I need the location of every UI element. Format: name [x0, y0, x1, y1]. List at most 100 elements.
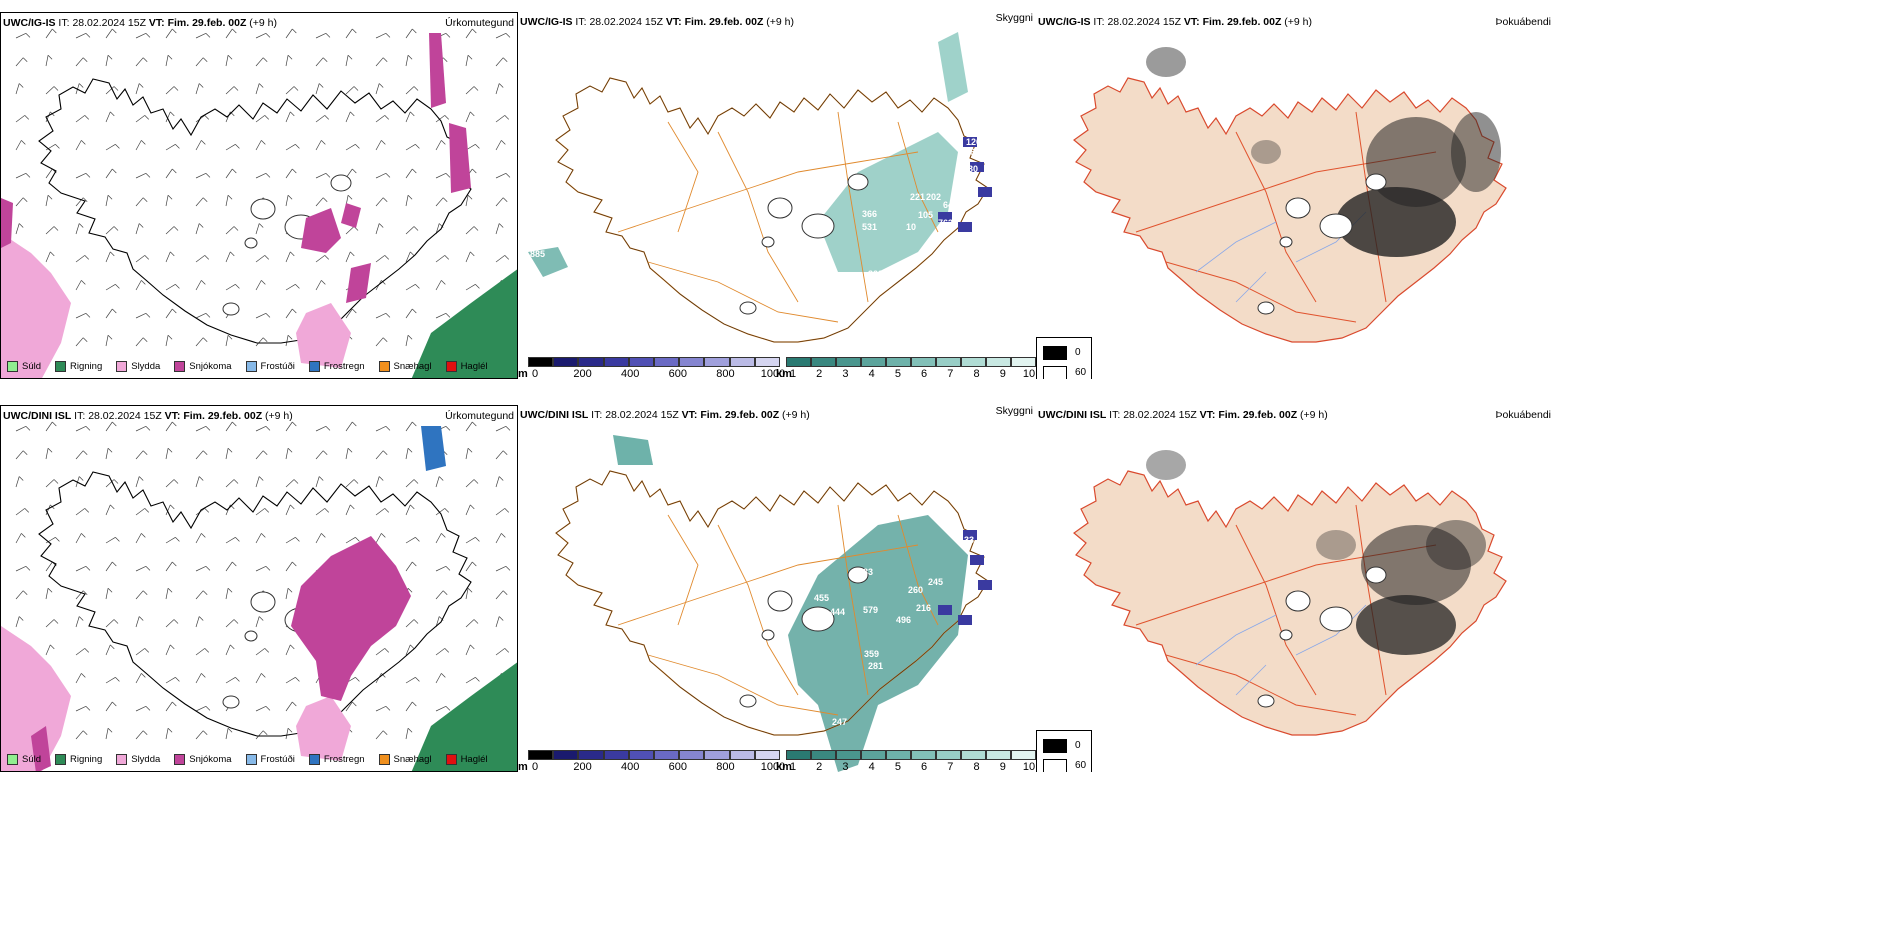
wind-barb-flag	[52, 421, 57, 427]
wind-barb	[375, 450, 384, 460]
wind-barb-flag	[258, 223, 264, 228]
colorbar-segment	[553, 357, 579, 367]
wind-barb-flag	[324, 255, 330, 260]
wind-barb	[165, 251, 171, 263]
wind-barb-flag	[113, 479, 119, 484]
wind-barb-flag	[352, 308, 357, 314]
wind-barb	[465, 504, 471, 516]
wind-barb	[435, 706, 447, 712]
wind-barb	[315, 255, 325, 263]
precip-type-panel-bottom: UWC/DINI ISL IT: 28.02.2024 15Z VT: Fim.…	[0, 405, 518, 772]
wind-barb-flag	[415, 144, 420, 149]
wind-barb-flag	[227, 334, 233, 340]
wind-barb	[225, 677, 236, 684]
wind-barb	[105, 561, 113, 572]
wind-barb-flag	[25, 566, 31, 571]
visibility-value-label: 247	[832, 717, 847, 727]
wind-barb	[405, 448, 409, 460]
wind-barb-flag	[173, 619, 179, 624]
wind-barb-flag	[142, 590, 148, 595]
wind-barb	[75, 616, 80, 628]
wind-barb	[345, 226, 355, 235]
wind-barb-flag	[292, 421, 297, 427]
visibility-area	[613, 435, 653, 465]
wind-barb	[195, 173, 207, 179]
wind-barb-flag	[413, 86, 419, 91]
colorbar-tick-label: 600	[668, 761, 687, 772]
colorbar-segment	[603, 750, 629, 760]
legend-label: Snæhagl	[393, 361, 432, 372]
wind-barb	[135, 648, 145, 656]
colorbar-tick-label: 0	[531, 368, 539, 379]
colorbar-tick-label: 3	[842, 761, 849, 772]
wind-barb-flag	[410, 504, 415, 510]
wind-barb-flag	[407, 194, 413, 200]
wind-barb	[135, 197, 144, 207]
wind-barb	[105, 28, 113, 39]
fog-index-panel-top: UWC/IG-IS IT: 28.02.2024 15Z VT: Fim. 29…	[1036, 12, 1554, 379]
wind-barb	[105, 537, 116, 544]
panel-header: UWC/DINI ISL IT: 28.02.2024 15Z VT: Fim.…	[1038, 409, 1328, 421]
wind-barb-flag	[113, 226, 119, 231]
wind-barb	[135, 706, 147, 712]
cloud-visibility-panel-top: UWC/IG-IS IT: 28.02.2024 15Z VT: Fim. 29…	[518, 12, 1036, 379]
visibility-value-label: 10	[906, 222, 916, 232]
wind-barb-flag	[381, 140, 386, 145]
wind-barb-flag	[382, 57, 388, 62]
wind-barb	[225, 226, 235, 235]
wind-barb-flag	[407, 727, 413, 733]
wind-barb-flag	[141, 673, 146, 678]
wind-barb-flag	[202, 730, 208, 735]
legend-swatch	[445, 361, 457, 372]
wind-barb	[225, 619, 235, 628]
wind-barb	[435, 140, 442, 151]
wind-barb	[165, 561, 173, 572]
wind-barb	[135, 566, 147, 572]
fog-index-field	[1316, 530, 1356, 560]
wind-barb	[285, 588, 289, 600]
legend-item: Slydda	[116, 361, 160, 372]
colorbar-tick-label: 200	[573, 761, 592, 772]
wind-barb	[495, 173, 507, 179]
wind-barb	[165, 144, 176, 151]
visibility-value-label: 33	[964, 535, 974, 545]
wind-barb	[375, 115, 385, 123]
colorbar-segment	[886, 357, 911, 367]
wind-barb-flag	[382, 450, 388, 455]
colorbar-segment	[786, 357, 811, 367]
wind-barb-flag	[347, 54, 353, 60]
wind-barb	[15, 173, 27, 179]
wind-barb-flag	[265, 173, 271, 178]
wind-barb-flag	[384, 255, 390, 260]
wind-barb	[405, 728, 409, 740]
visibility-colorbar: km 1 2 3 4 5 6 7 8 9 10	[776, 750, 1036, 772]
wind-barb	[195, 223, 200, 235]
glacier-outline	[1365, 173, 1387, 191]
wind-barb	[165, 701, 173, 712]
wind-barb	[285, 504, 291, 516]
wind-barb-flag	[325, 426, 331, 431]
visibility-value-label: 455	[814, 593, 829, 603]
colorbar-tick-label: 10	[1022, 368, 1036, 379]
wind-barb	[225, 144, 236, 151]
rain-area	[411, 269, 517, 378]
colorbar-segment	[1011, 750, 1036, 760]
wind-barb	[105, 479, 115, 488]
wind-barb	[345, 144, 356, 151]
colorbar-tick-label: 2	[816, 368, 823, 379]
wind-barb-flag	[145, 426, 151, 431]
glacier-outline	[250, 198, 276, 220]
glacier-outline	[1279, 629, 1293, 641]
fog-index-field	[1361, 525, 1471, 605]
wind-barb	[135, 313, 147, 319]
wind-barb	[15, 590, 24, 600]
wind-barb	[375, 223, 380, 235]
wind-barb-flag	[22, 450, 28, 455]
wind-barb	[45, 644, 51, 656]
colorbar-tick-label: 800	[716, 368, 735, 379]
wind-barb-flag	[444, 115, 450, 120]
fog-legend-label: 60	[1075, 367, 1087, 378]
legend-swatch	[308, 361, 320, 372]
wind-barb-flag	[473, 86, 479, 91]
visibility-area	[818, 132, 958, 272]
